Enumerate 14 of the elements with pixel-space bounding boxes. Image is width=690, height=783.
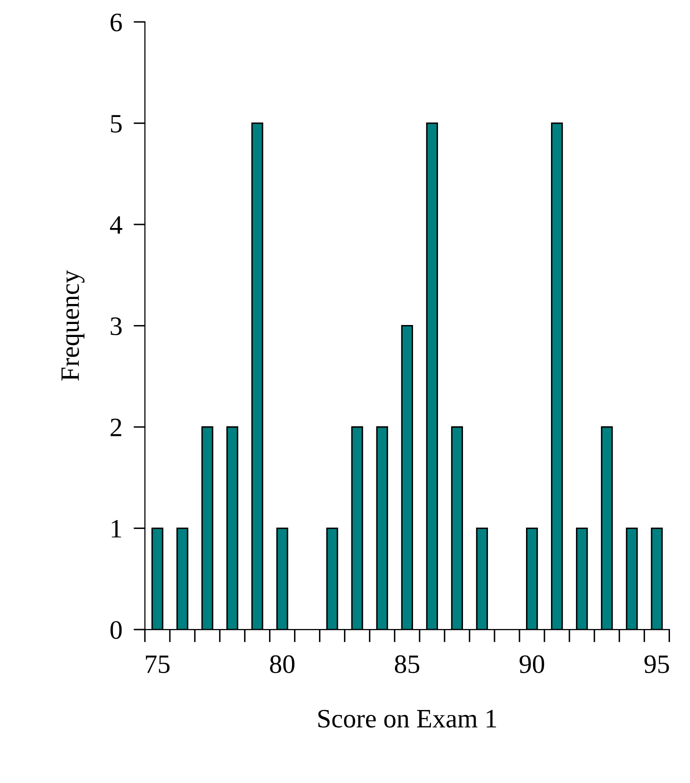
x-tick-label: 85 — [394, 655, 420, 674]
x-tick-label: 80 — [270, 655, 294, 674]
y-tick-label: 6 — [110, 14, 122, 32]
x-axis-title: Score on Exam 1 — [318, 710, 496, 728]
x-tick-label: 90 — [520, 655, 544, 674]
y-tick-label: 5 — [111, 115, 122, 133]
y-tick-label: 2 — [110, 418, 122, 436]
y-axis-title: Frequency — [62, 270, 84, 381]
y-tick-label: 0 — [110, 621, 122, 639]
x-tick-label: 95 — [644, 655, 669, 674]
y-tick-label: 1 — [112, 520, 122, 538]
x-tick-label: 75 — [146, 656, 170, 674]
y-tick-label: 3 — [110, 317, 122, 336]
y-tick-label: 4 — [110, 216, 122, 234]
